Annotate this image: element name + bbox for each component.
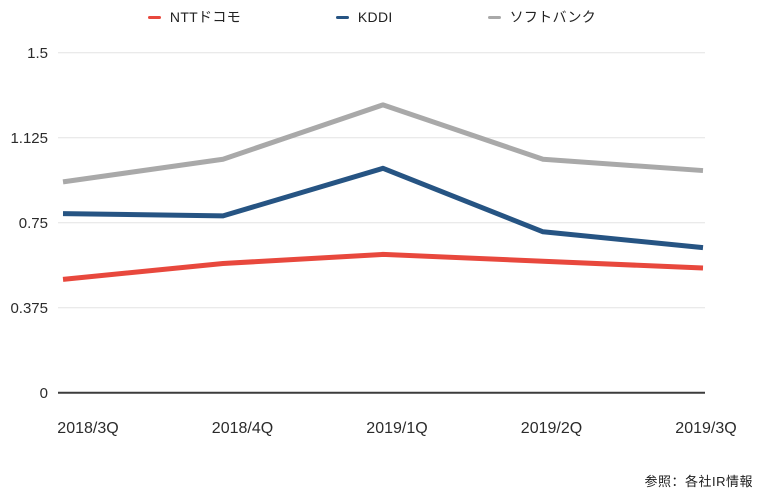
source-note: 参照：各社IR情報 [644, 474, 753, 489]
legend-label-kddi: KDDI [357, 9, 393, 25]
y-tick-label: 1.125 [10, 130, 48, 147]
x-tick-label: 2019/3Q [675, 420, 736, 437]
x-tick-label: 2019/2Q [521, 420, 582, 437]
legend-item-kddi[interactable]: KDDI [335, 9, 393, 25]
y-tick-label: 0 [40, 385, 48, 402]
series-line-2[interactable] [62, 102, 704, 185]
legend-swatch-kddi-icon [335, 15, 349, 19]
x-tick-label: 2019/1Q [366, 420, 427, 437]
chart-legend: NTTドコモ KDDI ソフトバンク [0, 8, 744, 26]
legend-swatch-nttdocomo-icon [147, 15, 161, 19]
y-tick-label: 1.5 [27, 45, 48, 62]
legend-label-softbank: ソフトバンク [509, 9, 597, 25]
x-tick-label: 2018/4Q [212, 420, 273, 437]
y-tick-label: 0.375 [10, 300, 48, 317]
y-tick-label: 0.75 [19, 215, 48, 232]
legend-label-nttdocomo: NTTドコモ [169, 9, 241, 25]
legend-item-nttdocomo[interactable]: NTTドコモ [147, 7, 241, 27]
series-line-0[interactable] [62, 251, 704, 282]
series-line-1[interactable] [62, 165, 704, 251]
legend-item-softbank[interactable]: ソフトバンク [487, 7, 597, 27]
x-tick-label: 2018/3Q [57, 420, 118, 437]
legend-swatch-softbank-icon [487, 15, 501, 19]
